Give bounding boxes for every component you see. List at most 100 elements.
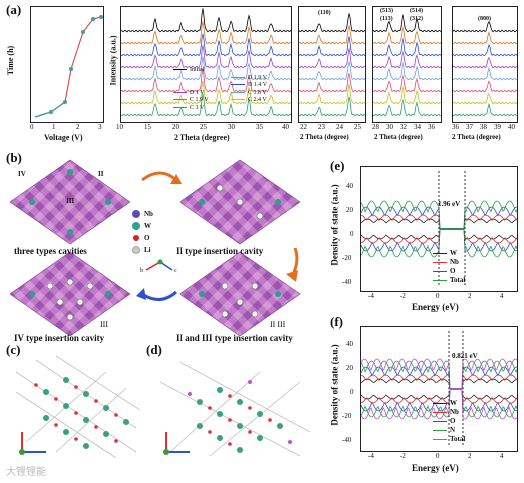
panel-e-label: (e) bbox=[330, 158, 345, 173]
axis-b-label: b bbox=[140, 268, 143, 274]
dos-f-xlabel: Energy (eV) bbox=[412, 463, 459, 473]
dos-up-1 bbox=[360, 374, 518, 389]
zoom3-xlabel: 2 Theta (degree) bbox=[452, 133, 501, 141]
legend-c3: C 3 V bbox=[173, 105, 231, 113]
axis-c-label: c bbox=[174, 268, 177, 274]
panel-b-label: (b) bbox=[6, 150, 22, 165]
xrd-legend: Initial D 1.9 V D 1.4 V D 1 V C 1.6 V C … bbox=[173, 67, 289, 112]
legend-nb: Nb bbox=[144, 210, 153, 218]
xrd-xtick-15: 15 bbox=[144, 123, 151, 131]
dos-f-ytick-0: 0 bbox=[350, 388, 354, 396]
caption-iii: III bbox=[100, 320, 108, 329]
dos-e-ytick-20: 20 bbox=[346, 206, 353, 214]
zoom2-xtick-3: 34 bbox=[414, 123, 421, 131]
legend-f-n: N bbox=[433, 426, 465, 435]
xrd-patterns bbox=[120, 8, 292, 117]
structure-c bbox=[15, 355, 141, 459]
dos-e-xtick-m4: -4 bbox=[368, 292, 374, 300]
dos-plot-e: W Nb O Total bbox=[360, 166, 518, 292]
crystal-structures bbox=[10, 159, 301, 337]
dos-e-xtick-2: 2 bbox=[468, 292, 472, 300]
dos-f-xtick-0: 0 bbox=[436, 452, 440, 460]
zoom3-trace-0 bbox=[452, 102, 518, 117]
dos-f-ytick-m20: -20 bbox=[342, 412, 352, 420]
dos-e-xtick-0: 0 bbox=[436, 292, 440, 300]
cavity-label-ii: II bbox=[98, 170, 104, 178]
zoom1-trace-0 bbox=[298, 96, 366, 117]
cavity-label-iii: III bbox=[66, 197, 75, 205]
dos-down-4 bbox=[360, 389, 518, 420]
xrd-trace-2 bbox=[120, 68, 292, 93]
zoom3-xtick-4: 40 bbox=[508, 123, 515, 131]
legend-c19: C 1.9 V bbox=[173, 97, 231, 105]
xrd-trace-6 bbox=[120, 21, 292, 45]
legend-c16: C 1.6 V bbox=[231, 90, 289, 98]
voltage-xlabel: Voltage (V) bbox=[44, 133, 83, 142]
peak-513-label: (513) bbox=[380, 8, 393, 14]
zoom3-trace-2 bbox=[452, 80, 518, 93]
zoom3-xtick-1: 37 bbox=[466, 123, 473, 131]
legend-e-w: W bbox=[433, 249, 465, 258]
xrd-trace-5 bbox=[120, 33, 292, 57]
dos-f-xtick-2: 2 bbox=[468, 452, 472, 460]
panel-f-label: (f) bbox=[330, 314, 343, 329]
dos-e-xtick-4: 4 bbox=[500, 292, 504, 300]
xrd-xtick-10: 10 bbox=[116, 123, 123, 131]
watermark: 大锂锂能 bbox=[6, 467, 46, 478]
zoom1-trace-4 bbox=[298, 48, 366, 69]
zoom1-trace-1 bbox=[298, 84, 366, 105]
zoom2-xlabel: 2 Theta (degree) bbox=[374, 133, 423, 141]
panel-d-label: (d) bbox=[146, 342, 162, 357]
panel-a-label: (a) bbox=[6, 2, 22, 17]
dos-e-ytick-m20: -20 bbox=[342, 254, 352, 262]
structure-iv-insertion bbox=[10, 251, 131, 337]
legend-f-nb: Nb bbox=[433, 408, 465, 417]
legend-f-total: Total bbox=[433, 435, 465, 444]
zoom1-trace-7 bbox=[298, 13, 366, 33]
zoom2-trace-6 bbox=[372, 26, 442, 45]
xrd-trace-7 bbox=[120, 8, 292, 33]
dos-plot-f: W Nb O N Total bbox=[360, 326, 518, 452]
legend-d19: D 1.9 V bbox=[231, 75, 289, 83]
zoom2-trace-0 bbox=[372, 99, 442, 117]
cavity-label-iv: IV bbox=[18, 170, 26, 178]
zoom2-trace-2 bbox=[372, 74, 442, 93]
structure-ii-iii-insertion bbox=[179, 251, 301, 337]
dos-f-ytick-20: 20 bbox=[346, 364, 353, 372]
zoom1-xtick-3: 25 bbox=[354, 123, 361, 131]
xrd-xtick-35: 35 bbox=[256, 123, 263, 131]
xrd-zoom-110 bbox=[298, 6, 366, 123]
xrd-trace-0 bbox=[120, 93, 292, 117]
zoom3-trace-5 bbox=[452, 43, 518, 57]
voltage-xtick-0: 0 bbox=[30, 123, 34, 131]
zoom3-xtick-2: 38 bbox=[480, 123, 487, 131]
zoom3-trace-7 bbox=[452, 20, 518, 33]
zoom2-xtick-1: 30 bbox=[386, 123, 393, 131]
legend-initial: Initial bbox=[173, 67, 231, 75]
zoom1-xtick-0: 22 bbox=[300, 123, 307, 131]
legend-w: W bbox=[144, 222, 151, 230]
dos-down-0 bbox=[360, 389, 518, 400]
caption-ii-iii-insertion: II and III type insertion cavity bbox=[176, 333, 293, 343]
peak-110-label: (110) bbox=[318, 10, 331, 16]
panel-c-label: (c) bbox=[6, 342, 21, 357]
zoom3-trace-4 bbox=[452, 56, 518, 69]
zoom3-patterns bbox=[452, 20, 518, 117]
xrd-trace-1 bbox=[120, 80, 292, 105]
dos-f-xtick-m4: -4 bbox=[368, 452, 374, 460]
zoom3-xtick-3: 39 bbox=[494, 123, 501, 131]
xrd-trace-3 bbox=[120, 56, 292, 81]
zoom3-trace-1 bbox=[452, 92, 518, 105]
dos-e-ytick-40: 40 bbox=[346, 182, 353, 190]
dos-e-legend: W Nb O Total bbox=[433, 249, 465, 285]
voltage-curve bbox=[34, 15, 103, 118]
dos-e-ytick-m40: -40 bbox=[342, 278, 352, 286]
zoom1-xtick-1: 23 bbox=[318, 123, 325, 131]
dos-e-ylabel: Density of state (a.u.) bbox=[329, 184, 340, 266]
xrd-zoom-800 bbox=[452, 6, 518, 123]
legend-f-o: O bbox=[433, 417, 465, 426]
xrd-ylabel: Intensity (a.u.) bbox=[108, 35, 118, 86]
zoom2-xtick-4: 36 bbox=[428, 123, 435, 131]
dos-f-ytick-m40: -40 bbox=[342, 436, 352, 444]
xrd-xlabel: 2 Theta (degree) bbox=[174, 133, 230, 142]
